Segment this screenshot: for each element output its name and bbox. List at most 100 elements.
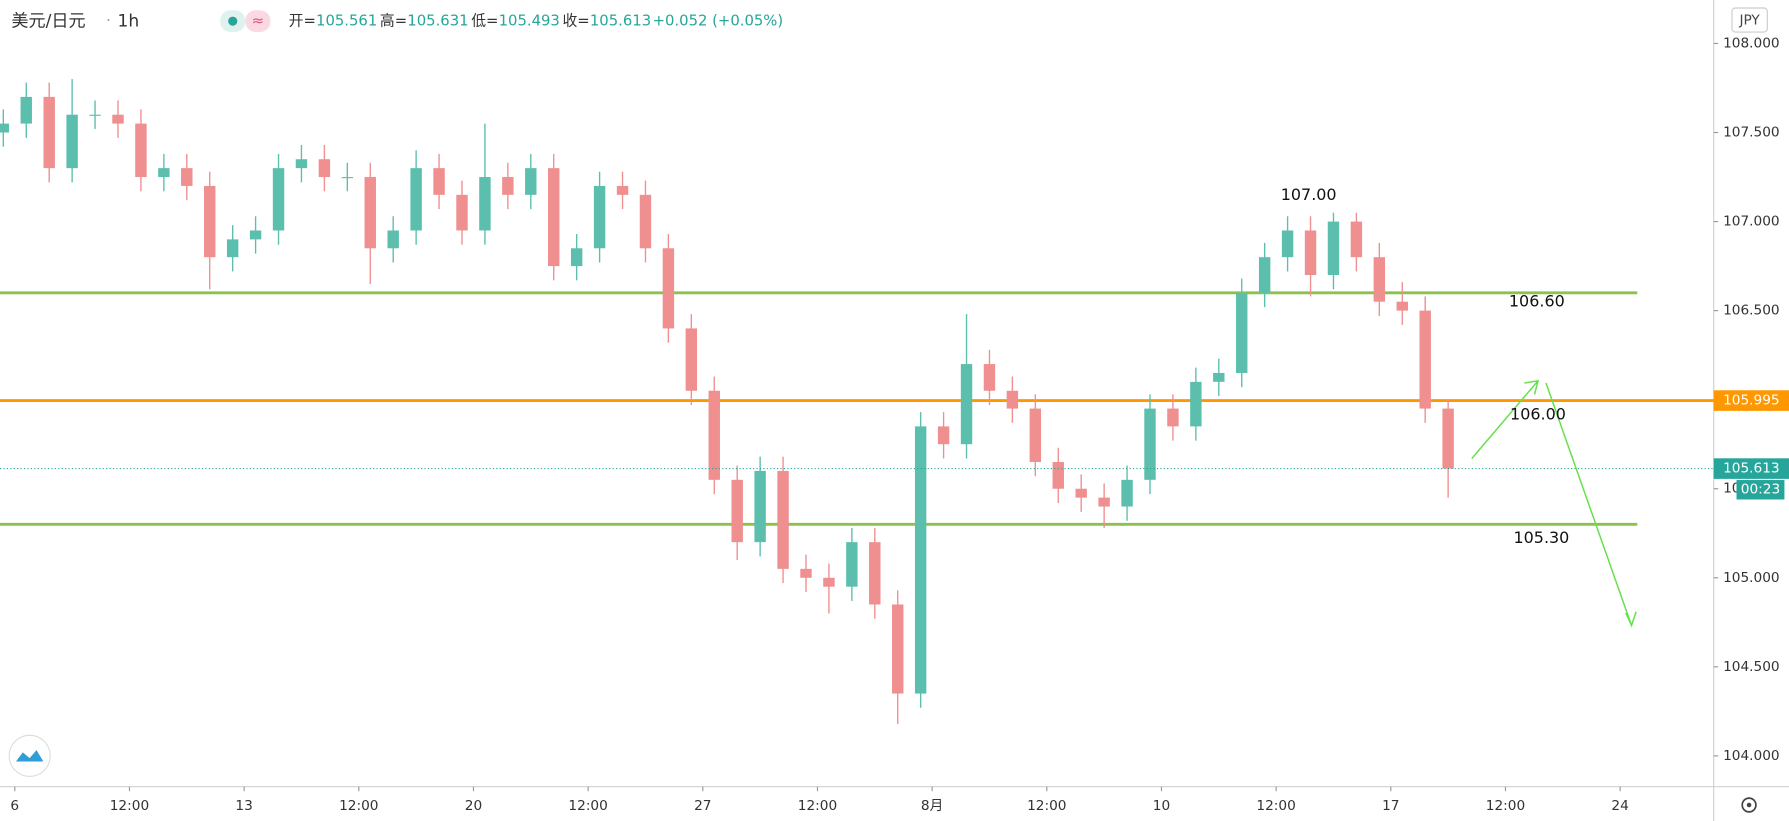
x-tick-label: 10 bbox=[1153, 798, 1170, 814]
candle-body bbox=[639, 194, 652, 249]
y-tick-label: 104.000 bbox=[1723, 748, 1780, 764]
candle-body bbox=[135, 123, 147, 178]
x-tick-label: 6 bbox=[10, 798, 19, 814]
y-tick-label: 107.500 bbox=[1723, 125, 1780, 141]
ohlc-value: 105.561 bbox=[316, 13, 377, 30]
countdown-label: 00:23 bbox=[1741, 482, 1780, 498]
level-label: 105.30 bbox=[1513, 528, 1569, 547]
settings-center bbox=[1746, 802, 1752, 808]
interval[interactable]: 1h bbox=[118, 12, 140, 32]
candle-body bbox=[914, 426, 927, 694]
candle-body bbox=[960, 364, 973, 445]
candle-body bbox=[89, 114, 101, 116]
level-label: 106.60 bbox=[1509, 291, 1565, 310]
candle-body bbox=[1304, 230, 1317, 275]
arrow-down[interactable] bbox=[1545, 382, 1637, 628]
candle-body bbox=[1213, 372, 1225, 382]
x-tick-label: 12:00 bbox=[110, 798, 149, 814]
x-tick-label: 13 bbox=[235, 798, 252, 814]
y-tick-label: 107.000 bbox=[1723, 214, 1780, 230]
ohlc-value: 105.631 bbox=[407, 13, 468, 30]
currency-button[interactable] bbox=[1731, 7, 1768, 33]
candle-body bbox=[433, 168, 445, 195]
last-price-box bbox=[1713, 458, 1789, 479]
ohlc-label: 高= bbox=[380, 13, 407, 30]
candle-body bbox=[823, 577, 835, 587]
last-price-label: 105.613 bbox=[1723, 461, 1780, 477]
level-axis-box bbox=[1713, 390, 1789, 411]
candle-body bbox=[364, 177, 376, 249]
candle-body bbox=[295, 159, 308, 169]
candle-body bbox=[272, 168, 285, 231]
ohlc-value: 105.493 bbox=[499, 13, 560, 30]
candle-body bbox=[502, 177, 514, 195]
level-axis-label: 105.995 bbox=[1723, 393, 1780, 409]
candle-body bbox=[685, 328, 698, 391]
candle-body bbox=[479, 177, 491, 231]
candle-body bbox=[318, 159, 331, 178]
x-tick-label: 20 bbox=[465, 798, 482, 814]
candle-body bbox=[204, 185, 216, 258]
candle-body bbox=[525, 168, 537, 195]
candle-body bbox=[1258, 257, 1271, 293]
countdown-box bbox=[1736, 480, 1785, 500]
logo-mark bbox=[15, 750, 44, 762]
candle-body bbox=[800, 568, 812, 578]
x-tick-label: 12:00 bbox=[1256, 798, 1295, 814]
annotation: 107.00 bbox=[1281, 185, 1337, 204]
candle-body bbox=[708, 390, 720, 480]
x-tick-label: 12:00 bbox=[568, 798, 607, 814]
candle-body bbox=[548, 168, 560, 267]
settings-button[interactable] bbox=[1741, 797, 1757, 813]
candle-body bbox=[616, 185, 629, 195]
candle-body bbox=[593, 185, 606, 249]
candle-body bbox=[112, 114, 124, 124]
candle-body bbox=[341, 177, 354, 179]
candle-body bbox=[1098, 497, 1110, 507]
compare-icon: ≈ bbox=[252, 13, 264, 30]
candle-body bbox=[983, 364, 996, 391]
candle-body bbox=[662, 248, 675, 329]
x-tick-label: 12:00 bbox=[339, 798, 378, 814]
candle-body bbox=[387, 230, 399, 249]
ohlc-legend: 开= 105.561 高= 105.631 低= 105.493 收= 105.613 +0.0… bbox=[289, 13, 784, 30]
candle-body bbox=[1350, 221, 1363, 258]
candle-body bbox=[456, 194, 468, 231]
candle-body bbox=[1006, 390, 1019, 409]
change: +0.052 (+0.05%) bbox=[653, 13, 784, 30]
candle-body bbox=[158, 168, 170, 178]
candle-body bbox=[226, 239, 239, 258]
candle-body bbox=[1396, 301, 1408, 311]
plot-area bbox=[0, 79, 1714, 724]
status-dot bbox=[228, 16, 238, 26]
candle-body bbox=[1121, 479, 1133, 507]
candle-body bbox=[1373, 257, 1386, 302]
candle-body bbox=[937, 426, 950, 445]
candle-body bbox=[846, 542, 858, 587]
candle-body bbox=[1281, 230, 1294, 258]
arrow-up[interactable] bbox=[1471, 379, 1539, 460]
y-tick-label: 104.500 bbox=[1723, 659, 1780, 675]
x-tick-label: 12:00 bbox=[1027, 798, 1066, 814]
candle-body bbox=[731, 479, 743, 543]
x-tick-label: 27 bbox=[694, 798, 711, 814]
candle-body bbox=[1190, 381, 1202, 427]
drawings bbox=[1471, 379, 1637, 628]
y-tick-label: 106.500 bbox=[1723, 303, 1780, 319]
logo[interactable] bbox=[8, 734, 51, 777]
annotation: 106.00 bbox=[1510, 405, 1566, 424]
candle-body bbox=[43, 96, 55, 169]
candle-body bbox=[1327, 221, 1340, 275]
symbol[interactable]: 美元/日元 bbox=[11, 12, 85, 32]
compare-toggle[interactable] bbox=[245, 10, 271, 33]
separator-dot: · bbox=[106, 13, 111, 30]
y-tick-label: 105.000 bbox=[1723, 570, 1780, 586]
candle-body bbox=[777, 470, 789, 569]
candle-body bbox=[570, 248, 583, 267]
candle-body bbox=[892, 604, 904, 694]
candle-body bbox=[0, 123, 10, 133]
x-tick-label: 24 bbox=[1611, 798, 1628, 814]
candle-body bbox=[1419, 310, 1431, 409]
ohlc-value: 105.613 bbox=[590, 13, 651, 30]
